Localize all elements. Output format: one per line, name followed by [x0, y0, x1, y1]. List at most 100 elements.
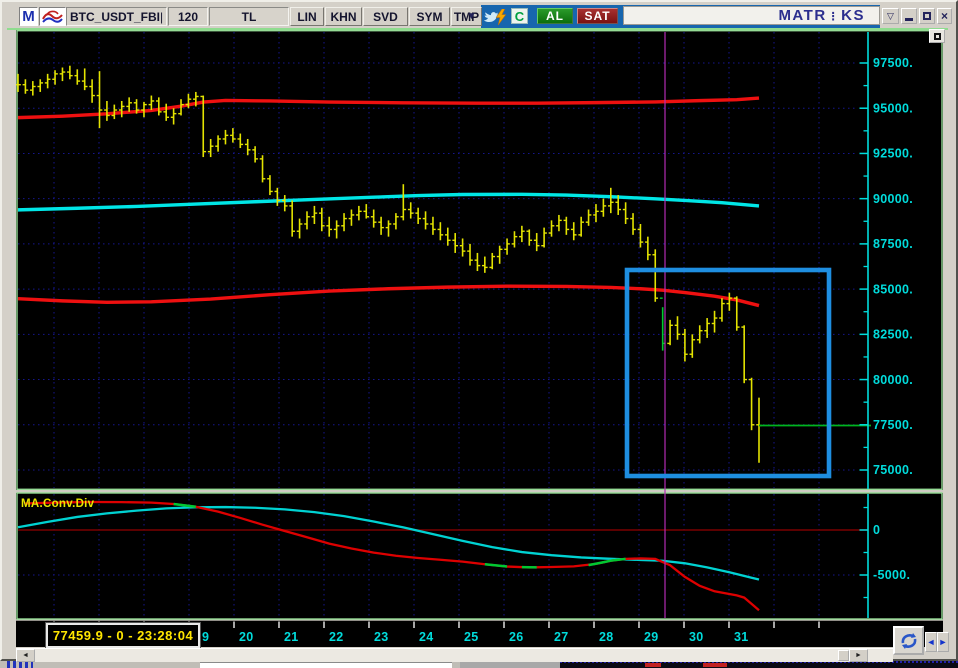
- refresh-letter: C: [514, 8, 525, 24]
- logo-text-right: KS: [841, 7, 865, 24]
- toolbar-button-khn[interactable]: KHN: [325, 7, 362, 26]
- panel-maximize-button[interactable]: [929, 29, 945, 43]
- twitter-icon[interactable]: [482, 7, 500, 26]
- chart-waves-icon: [42, 10, 63, 23]
- shade-glyph: ▽: [887, 10, 894, 21]
- svg-text:25: 25: [464, 630, 479, 644]
- chart-canvas[interactable]: MA.Conv.Div 97500. 95000. 92500. 90000. 87500…: [16, 30, 943, 647]
- nav-left-button[interactable]: ◄: [925, 632, 937, 652]
- svg-text:77500.: 77500.: [873, 418, 913, 432]
- svg-text:23: 23: [374, 630, 389, 644]
- matriks-logo: MATR ⋮ KS: [623, 6, 880, 25]
- window-minimize-button[interactable]: [901, 8, 917, 24]
- text-cursor: |: [160, 9, 164, 24]
- svg-text:24: 24: [419, 630, 434, 644]
- background-text-fragment: [703, 663, 727, 667]
- period-input[interactable]: 120: [168, 7, 208, 26]
- symbol-value: BTC_USDT_FBI: [70, 9, 161, 24]
- background-window-fragment: [200, 662, 452, 668]
- chevron-down-icon[interactable]: ▼: [462, 7, 481, 26]
- background-text-fragment: [645, 663, 661, 667]
- scrollbar-left-button[interactable]: ◄: [16, 649, 35, 662]
- nav-left-icon: ◄: [926, 637, 936, 647]
- svg-text:87500.: 87500.: [873, 237, 913, 251]
- button-label: SVD: [373, 9, 398, 24]
- currency-value: TL: [241, 9, 257, 24]
- svg-text:75000.: 75000.: [873, 463, 913, 477]
- window-restore-button[interactable]: [919, 8, 935, 24]
- app-m-icon-letter: M: [22, 8, 35, 25]
- svg-text:MA.Conv.Div: MA.Conv.Div: [21, 498, 95, 510]
- scroll-right-icon: ►: [855, 652, 862, 659]
- symbol-input[interactable]: BTC_USDT_FBI |: [66, 7, 167, 26]
- nav-right-button[interactable]: ►: [937, 632, 949, 652]
- background-text-fragment: [7, 661, 33, 668]
- twitter-bird-icon: [483, 11, 499, 22]
- chart-region: MA.Conv.Div 97500. 95000. 92500. 90000. 87500…: [16, 29, 949, 663]
- background-window-fragment: [560, 661, 958, 668]
- horizontal-scrollbar[interactable]: ◄ ►: [16, 648, 893, 662]
- toolbar-button-svd[interactable]: SVD: [363, 7, 408, 26]
- svg-text:28: 28: [599, 630, 614, 644]
- logo-text-left: MATR: [778, 7, 827, 24]
- svg-text:90000.: 90000.: [873, 192, 913, 206]
- logo-dotted-i: ⋮: [827, 11, 841, 23]
- svg-text:21: 21: [284, 630, 299, 644]
- currency-selector[interactable]: TL: [209, 7, 289, 26]
- dropdown-glyph: ▼: [466, 11, 477, 22]
- lightning-icon[interactable]: [493, 7, 508, 26]
- close-icon: ×: [940, 9, 948, 23]
- maximize-icon: [933, 32, 941, 40]
- scroll-left-icon: ◄: [22, 652, 29, 659]
- svg-text:29: 29: [644, 630, 659, 644]
- nav-right-icon: ►: [938, 637, 948, 647]
- chart-type-icon[interactable]: [39, 7, 66, 26]
- svg-text:31: 31: [734, 630, 749, 644]
- svg-text:85000.: 85000.: [873, 282, 913, 296]
- status-bar: 77459.9 - 0 - 23:28:04: [45, 622, 201, 649]
- svg-text:95000.: 95000.: [873, 101, 913, 115]
- svg-text:-5000.: -5000.: [873, 568, 910, 582]
- svg-text:97500.: 97500.: [873, 56, 913, 70]
- button-label: KHN: [330, 9, 357, 24]
- svg-text:80000.: 80000.: [873, 373, 913, 387]
- bar-navigation: ◄ ►: [925, 632, 949, 652]
- window-shade-button[interactable]: ▽: [882, 8, 899, 24]
- button-label: TMP: [453, 9, 480, 24]
- sync-refresh-icon: [901, 632, 916, 649]
- buy-button[interactable]: AL: [537, 8, 573, 24]
- toolbar-button-lin[interactable]: LIN: [290, 7, 324, 26]
- svg-text:20: 20: [239, 630, 254, 644]
- minimize-icon: [905, 18, 913, 21]
- app-m-icon[interactable]: M: [19, 7, 38, 26]
- svg-text:27: 27: [554, 630, 569, 644]
- svg-text:22: 22: [329, 630, 344, 644]
- window-close-button[interactable]: ×: [937, 8, 952, 24]
- button-label: SYM: [416, 9, 443, 24]
- button-label: LIN: [297, 9, 317, 24]
- svg-text:82500.: 82500.: [873, 328, 913, 342]
- svg-text:9: 9: [202, 630, 209, 644]
- svg-text:92500.: 92500.: [873, 147, 913, 161]
- scrollbar-thumb[interactable]: [838, 650, 849, 661]
- background-window-fragment: [460, 661, 560, 668]
- sync-button[interactable]: [893, 626, 924, 655]
- toolbar: M BTC_USDT_FBI | 120 TL LIN: [4, 5, 954, 28]
- last-price-time-readout: 77459.9 - 0 - 23:28:04: [52, 628, 194, 643]
- sell-label: SAT: [584, 9, 611, 23]
- scrollbar-right-button[interactable]: ►: [849, 649, 868, 662]
- period-value: 120: [177, 9, 199, 24]
- toolbar-button-tmp[interactable]: TMP: [451, 7, 482, 26]
- svg-text:0: 0: [873, 523, 880, 537]
- lightning-bolt-icon: [495, 8, 506, 25]
- restore-icon: [923, 12, 931, 20]
- svg-text:26: 26: [509, 630, 524, 644]
- chart-top-border: [7, 28, 948, 30]
- refresh-icon[interactable]: C: [511, 8, 528, 24]
- buy-label: AL: [546, 9, 564, 23]
- sell-button[interactable]: SAT: [577, 8, 618, 24]
- toolbar-button-sym[interactable]: SYM: [409, 7, 450, 26]
- svg-text:30: 30: [689, 630, 704, 644]
